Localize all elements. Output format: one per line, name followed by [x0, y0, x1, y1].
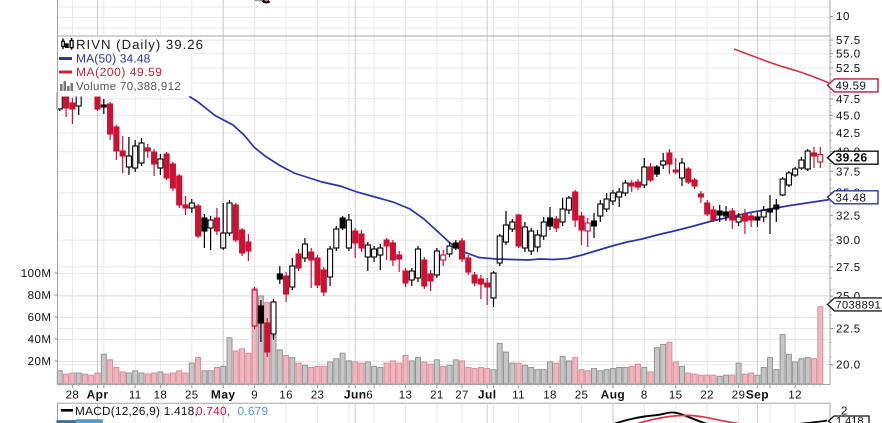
svg-text:60M: 60M: [28, 312, 52, 324]
svg-text:0.679: 0.679: [238, 404, 269, 418]
svg-text:32.5: 32.5: [836, 211, 861, 223]
svg-text:37.5: 37.5: [836, 167, 861, 179]
svg-text:11: 11: [129, 390, 142, 402]
svg-text:57.5: 57.5: [836, 35, 861, 47]
svg-text:May: May: [211, 388, 236, 402]
svg-text:MACD(12,26,9) 1.418,: MACD(12,26,9) 1.418,: [75, 404, 198, 418]
svg-text:52.5: 52.5: [836, 63, 861, 75]
svg-text:6: 6: [366, 390, 373, 402]
svg-text:Jun: Jun: [344, 388, 367, 402]
svg-text:39.26: 39.26: [836, 151, 868, 165]
svg-text:29: 29: [732, 390, 746, 402]
svg-text:9: 9: [251, 390, 258, 402]
svg-text:23: 23: [311, 390, 325, 402]
svg-text:27: 27: [455, 390, 469, 402]
svg-text:55.0: 55.0: [836, 49, 861, 61]
svg-text:42.5: 42.5: [836, 128, 861, 140]
svg-text:Aug: Aug: [601, 388, 626, 402]
svg-text:Sep: Sep: [746, 388, 769, 402]
svg-text:1.418: 1.418: [836, 416, 864, 423]
svg-text:70388912: 70388912: [836, 299, 882, 311]
svg-text:2: 2: [841, 406, 847, 418]
svg-text:30.0: 30.0: [836, 235, 861, 247]
svg-text:25: 25: [185, 390, 199, 402]
svg-text:11: 11: [512, 390, 525, 402]
svg-text:12: 12: [788, 390, 802, 402]
svg-text:MA(200) 49.59: MA(200) 49.59: [76, 65, 163, 79]
svg-text:45.0: 45.0: [836, 110, 861, 122]
svg-text:Apr: Apr: [87, 388, 109, 402]
svg-text:Jul: Jul: [478, 388, 497, 402]
svg-text:20M: 20M: [28, 356, 52, 368]
svg-text:22: 22: [700, 390, 714, 402]
svg-text:22.5: 22.5: [836, 324, 861, 336]
svg-text:10: 10: [836, 11, 850, 23]
svg-text:MA(50) 34.48: MA(50) 34.48: [76, 52, 151, 66]
svg-text:18: 18: [543, 390, 557, 402]
svg-text:16: 16: [279, 390, 293, 402]
svg-text:49.59: 49.59: [836, 80, 867, 92]
svg-text:34.48: 34.48: [836, 192, 867, 204]
svg-text:40M: 40M: [28, 334, 52, 346]
svg-text:Volume 70,388,912: Volume 70,388,912: [76, 81, 181, 93]
svg-text:15: 15: [669, 390, 683, 402]
svg-text:100M: 100M: [21, 268, 52, 280]
svg-text:20.0: 20.0: [836, 360, 861, 372]
svg-text:0.740,: 0.740,: [196, 404, 230, 418]
svg-text:13: 13: [399, 390, 413, 402]
svg-text:80M: 80M: [28, 290, 52, 302]
svg-text:28: 28: [66, 390, 80, 402]
svg-text:47.5: 47.5: [836, 94, 861, 106]
svg-text:25: 25: [575, 390, 589, 402]
svg-text:RIVN (Daily) 39.26: RIVN (Daily) 39.26: [76, 37, 204, 52]
svg-text:21: 21: [430, 390, 444, 402]
svg-text:8: 8: [641, 390, 648, 402]
svg-text:18: 18: [154, 390, 168, 402]
svg-text:27.5: 27.5: [836, 262, 861, 274]
